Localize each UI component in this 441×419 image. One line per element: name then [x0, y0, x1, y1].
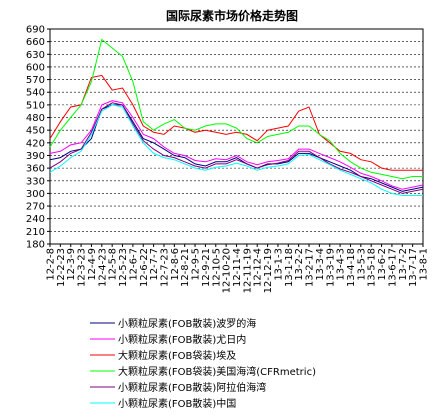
x-tick-label: 12-11-4	[232, 248, 243, 287]
y-tick-label: 570	[26, 75, 45, 86]
x-tick-label: 12-12-19	[263, 248, 274, 293]
x-tick-label: 13-4-18	[346, 248, 357, 287]
y-tick-label: 330	[26, 176, 45, 187]
x-tick-label: 12-6-22	[139, 248, 150, 287]
y-tick-label: 420	[26, 138, 45, 149]
x-tick-label: 12-4-9	[87, 248, 98, 281]
x-tick-label: 13-6-2	[377, 248, 388, 281]
x-tick-label: 13-6-17	[387, 248, 398, 287]
x-tick-label: 12-7-23	[159, 248, 170, 287]
x-tick-label: 12-7-7	[149, 248, 160, 281]
y-tick-label: 630	[26, 50, 45, 61]
x-tick-label: 13-7-2	[398, 248, 409, 281]
series-line-4	[49, 38, 423, 180]
series-line-5	[49, 102, 424, 194]
x-tick-label: 12-5-23	[118, 248, 129, 287]
y-tick-label: 210	[26, 227, 45, 238]
legend-label-3: 大颗粒尿素(FOB袋装)埃及	[118, 349, 236, 362]
legend-label-2: 小颗粒尿素(FOB散装)尤日内	[118, 333, 246, 346]
legend-label-5: 小颗粒尿素(FOB散装)阿拉伯海湾	[118, 381, 266, 394]
y-tick-label: 600	[26, 62, 45, 73]
x-tick-label: 12-5-8	[108, 248, 119, 281]
legend-label-6: 小颗粒尿素(FOB散装)中国	[118, 397, 236, 410]
series-line-3	[49, 74, 423, 171]
x-tick-label: 13-3-4	[315, 248, 326, 281]
x-tick-label: 12-8-21	[180, 248, 191, 287]
x-tick-label: 13-7-17	[408, 248, 419, 287]
x-tick-label: 12-2-23	[56, 248, 67, 287]
y-tick-label: 270	[26, 202, 45, 213]
x-tick-label: 12-9-21	[201, 248, 212, 287]
plot-frame	[49, 28, 424, 245]
x-tick-label: 13-2-17	[305, 248, 316, 287]
y-tick-label: 690	[26, 25, 45, 36]
x-tick-label: 12-12-4	[253, 248, 264, 287]
x-tick-label: 12-3-9	[66, 248, 77, 281]
x-tick-label: 12-10-20	[222, 248, 233, 293]
x-tick-label: 12-8-6	[170, 248, 181, 281]
x-tick-label: 13-5-18	[367, 248, 378, 287]
y-tick-label: 450	[26, 126, 45, 137]
y-tick-label: 510	[26, 100, 45, 111]
x-tick-label: 13-2-2	[294, 248, 305, 281]
x-tick-label: 13-1-18	[284, 248, 295, 287]
legend: 小颗粒尿素(FOB散装)波罗的海小颗粒尿素(FOB散装)尤日内大颗粒尿素(FOB…	[90, 317, 316, 410]
y-tick-label: 660	[26, 37, 45, 48]
y-tick-label: 480	[26, 113, 45, 124]
y-tick-label: 180	[26, 240, 45, 251]
chart-title: 国际尿素市场价格走势图	[166, 8, 298, 23]
plot-area	[49, 38, 424, 196]
x-tick-label: 12-11-19	[242, 248, 253, 293]
x-tick-label: 13-8-1	[419, 248, 430, 281]
series-line-2	[49, 100, 424, 190]
y-tick-label: 390	[26, 151, 45, 162]
legend-label-1: 小颗粒尿素(FOB散装)波罗的海	[118, 317, 256, 330]
x-tick-label: 13-3-19	[325, 248, 336, 287]
legend-label-4: 大颗粒尿素(FOB袋装)美国海湾(CFRmetric)	[118, 365, 316, 378]
grid	[49, 28, 424, 245]
x-tick-label: 13-4-3	[336, 248, 347, 281]
y-tick-label: 540	[26, 88, 45, 99]
x-tick-label: 13-1-3	[273, 248, 284, 281]
x-axis: 12-2-8 12-2-23 12-3-9 12-3-23 12-4-9 12-4-23 1…	[46, 244, 430, 293]
y-tick-label: 300	[26, 189, 45, 200]
y-tick-label: 360	[26, 164, 45, 175]
x-tick-label: 12-4-23	[97, 248, 108, 287]
x-tick-label: 12-9-5	[191, 248, 202, 281]
x-tick-label: 12-6-7	[128, 248, 139, 281]
series-line-6	[49, 104, 423, 196]
x-tick-label: 13-5-3	[356, 248, 367, 281]
x-tick-label: 12-10-5	[211, 248, 222, 287]
x-tick-label: 12-3-23	[77, 248, 88, 287]
x-tick-label: 12-2-8	[46, 248, 57, 281]
y-tick-label: 240	[26, 214, 45, 225]
